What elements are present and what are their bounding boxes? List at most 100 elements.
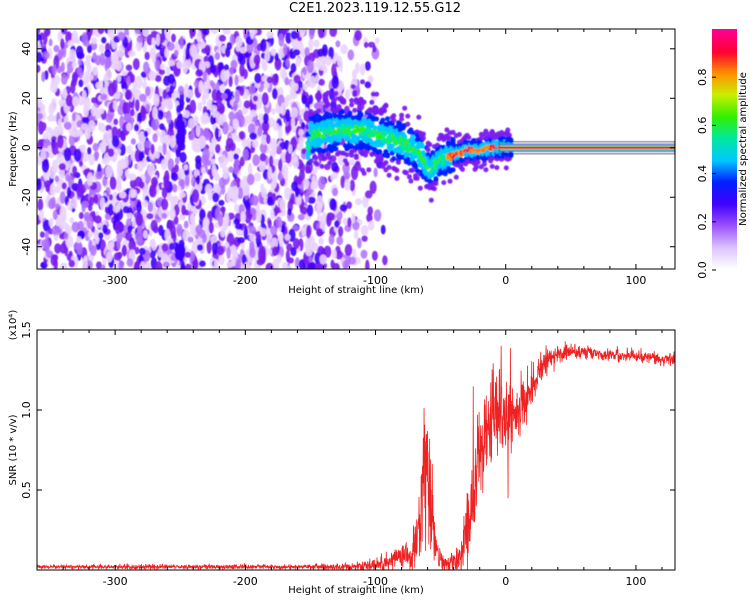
heatmap-cell	[290, 63, 297, 73]
heatmap-cell	[121, 69, 128, 76]
heatmap-cell	[81, 200, 89, 209]
heatmap-cell	[239, 86, 245, 96]
heatmap-cell	[138, 181, 145, 189]
heatmap-cell	[245, 201, 251, 213]
heatmap-cell	[450, 136, 456, 142]
heatmap-cell	[226, 246, 231, 259]
heatmap-cell	[37, 33, 42, 41]
snr-x-axis-label: Height of straight line (km)	[288, 585, 424, 596]
heatmap-cell	[134, 124, 140, 132]
colorbar-swatch	[712, 45, 737, 48]
colorbar-swatch	[712, 161, 737, 165]
colorbar-swatch	[712, 59, 737, 62]
spectrogram-y-tick-label: 20	[20, 91, 33, 105]
heatmap-cell	[234, 223, 243, 230]
heatmap-cell	[263, 113, 269, 125]
heatmap-cell	[329, 198, 337, 211]
colorbar-swatch	[712, 261, 737, 265]
heatmap-cell	[51, 141, 59, 156]
heatmap-cell	[272, 142, 277, 155]
heatmap-cell	[261, 187, 267, 199]
heatmap-cell	[280, 102, 286, 116]
heatmap-cell	[73, 148, 82, 162]
heatmap-cell	[154, 261, 163, 269]
colorbar-swatch	[712, 157, 737, 161]
colorbar-swatch	[712, 127, 737, 131]
colorbar-gradient	[712, 29, 737, 271]
heatmap-cell	[61, 74, 68, 85]
heatmap-cell	[59, 191, 66, 204]
heatmap-cell	[251, 195, 259, 206]
heatmap-cell	[49, 183, 56, 197]
colorbar-swatch	[712, 165, 737, 169]
heatmap-cell	[382, 255, 388, 266]
heatmap-cell	[57, 134, 64, 149]
heatmap-cell	[395, 159, 401, 165]
heatmap-cell	[302, 82, 309, 91]
heatmap-cell	[218, 34, 226, 42]
colorbar-swatch	[712, 167, 737, 171]
heatmap-cell	[308, 37, 314, 52]
heatmap-cell	[352, 221, 360, 231]
colorbar-swatch	[712, 61, 737, 64]
page-title: C2E1.2023.119.12.55.G12	[288, 1, 462, 16]
heatmap-cell	[146, 213, 154, 220]
heatmap-cell	[198, 81, 204, 94]
heatmap-cell	[212, 192, 220, 203]
colorbar-swatch	[712, 229, 737, 233]
heatmap-cell	[284, 140, 290, 151]
colorbar-swatch	[712, 221, 737, 225]
heatmap-cell	[137, 161, 144, 172]
heatmap-cell	[39, 231, 45, 238]
heatmap-cell	[161, 186, 168, 199]
heatmap-cell	[86, 172, 94, 187]
colorbar-swatch	[712, 43, 737, 46]
heatmap-cell	[306, 225, 311, 239]
heatmap-cell	[406, 160, 412, 166]
heatmap-cell	[85, 54, 92, 62]
heatmap-cell	[201, 166, 206, 175]
heatmap-cell	[132, 58, 140, 70]
heatmap-cell	[37, 178, 42, 191]
heatmap-cell	[134, 29, 143, 34]
heatmap-cell	[253, 95, 258, 102]
heatmap-cell	[108, 194, 113, 201]
heatmap-cell	[179, 151, 187, 163]
heatmap-cell	[344, 152, 350, 158]
heatmap-cell	[196, 244, 204, 251]
heatmap-cell	[55, 220, 61, 227]
heatmap-cell	[353, 230, 359, 240]
colorbar-swatch	[712, 87, 737, 90]
heatmap-cell	[43, 31, 48, 45]
heatmap-cell	[319, 163, 325, 169]
heatmap-cell	[402, 105, 408, 111]
heatmap-cell	[315, 202, 322, 215]
heatmap-cell	[248, 85, 256, 95]
heatmap-cell	[363, 41, 369, 49]
colorbar-swatch	[712, 177, 737, 181]
colorbar-swatch	[712, 213, 737, 217]
snr-x-tick-label: 100	[625, 575, 646, 588]
heatmap-cell	[102, 176, 108, 187]
heatmap-cell	[54, 243, 62, 254]
heatmap-cell	[416, 114, 422, 120]
heatmap-cell	[218, 199, 225, 206]
colorbar-swatch	[712, 131, 737, 135]
heatmap-cell	[360, 79, 365, 85]
heatmap-cell	[230, 59, 238, 70]
heatmap-cell	[235, 36, 243, 48]
heatmap-cell	[218, 254, 225, 266]
heatmap-cell	[114, 213, 120, 221]
heatmap-cell	[113, 55, 119, 65]
heatmap-cell	[406, 174, 412, 180]
heatmap-cell	[169, 135, 177, 148]
colorbar-swatch	[712, 219, 737, 223]
heatmap-cell	[260, 134, 269, 146]
colorbar-swatch	[712, 105, 737, 108]
heatmap-cell	[373, 167, 378, 178]
heatmap-cell	[425, 152, 431, 158]
heatmap-cell	[281, 156, 286, 164]
heatmap-cell	[338, 226, 344, 237]
heatmap-cell	[105, 186, 111, 196]
heatmap-cell	[355, 62, 360, 74]
